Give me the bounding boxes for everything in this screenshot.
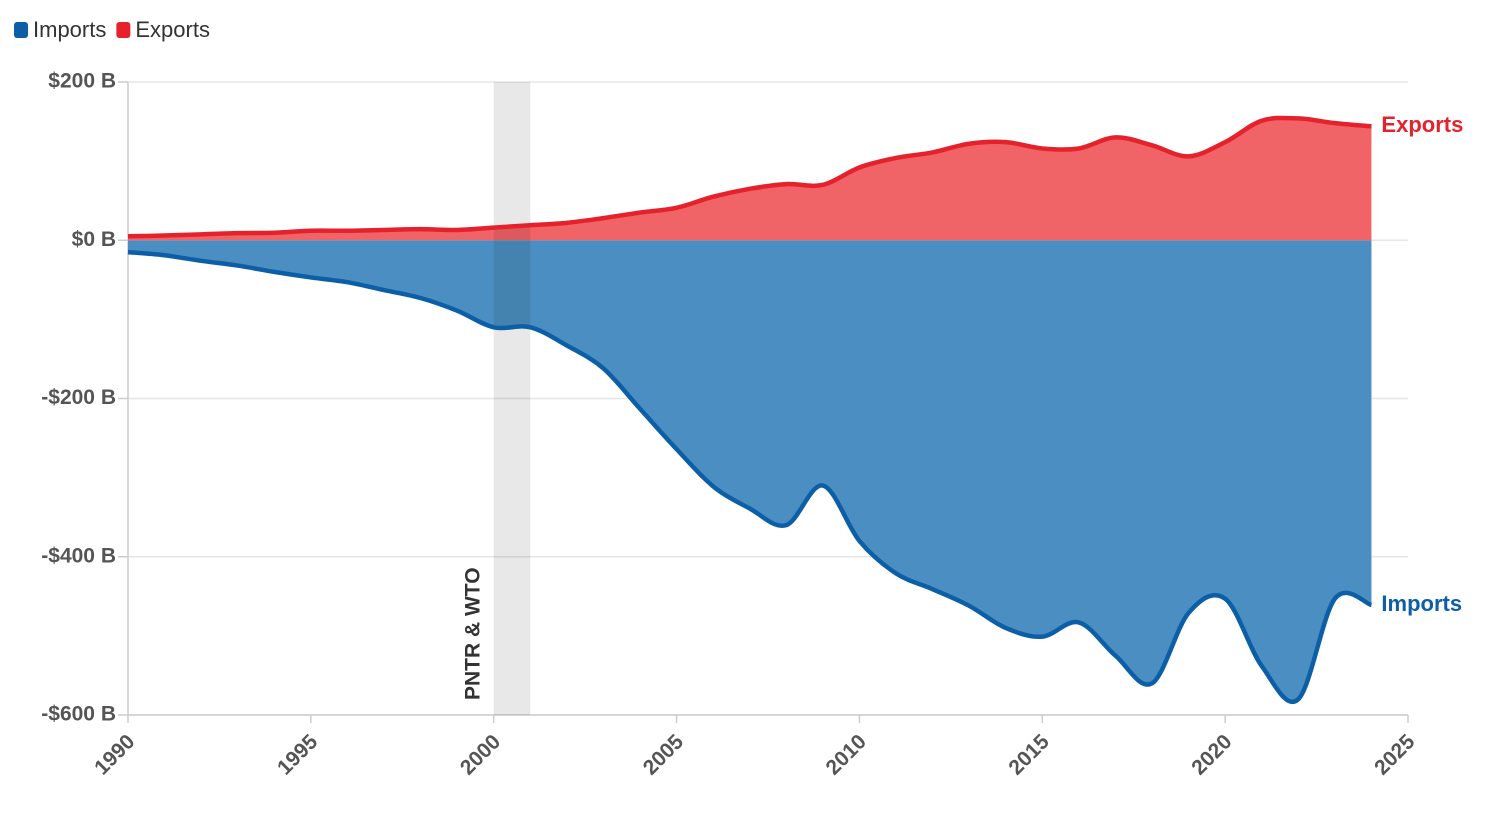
y-tick-label: $200 B bbox=[48, 70, 116, 93]
annotation-label: PNTR & WTO bbox=[461, 567, 484, 700]
legend-label: Exports bbox=[135, 17, 210, 42]
series-line bbox=[127, 249, 1373, 704]
area-fill bbox=[128, 117, 1372, 241]
x-tick-label: 2010 bbox=[822, 730, 871, 779]
series-end-label: Exports bbox=[1381, 112, 1463, 137]
legend-swatch bbox=[116, 22, 131, 38]
x-tick-label: 1995 bbox=[273, 730, 323, 780]
x-tick-label: 2025 bbox=[1370, 730, 1420, 780]
legend-label: Imports bbox=[33, 17, 106, 42]
series-line bbox=[127, 115, 1372, 239]
legend: Imports Exports bbox=[14, 17, 210, 42]
x-tick-label: 2020 bbox=[1187, 730, 1236, 779]
area-fill bbox=[128, 240, 1372, 702]
y-tick-label: -$200 B bbox=[41, 386, 116, 409]
y-tick-label: -$600 B bbox=[41, 703, 116, 726]
y-tick-label: $0 B bbox=[72, 228, 116, 251]
annotation-band bbox=[493, 82, 531, 715]
x-tick-label: 2005 bbox=[639, 730, 689, 780]
x-tick-label: 2015 bbox=[1004, 730, 1054, 780]
legend-swatch bbox=[14, 22, 28, 38]
x-tick-label: 1990 bbox=[90, 730, 139, 779]
x-tick-label: 2000 bbox=[456, 730, 505, 779]
series-end-label: Imports bbox=[1381, 591, 1462, 616]
y-tick-label: -$400 B bbox=[41, 544, 116, 567]
